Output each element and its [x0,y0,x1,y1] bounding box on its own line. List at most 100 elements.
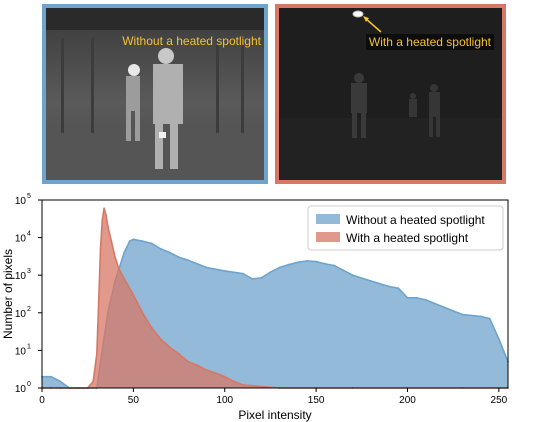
data-point [479,315,482,318]
data-point [141,240,144,243]
caption-without-spotlight: Without a heated spotlight [122,34,261,48]
data-point [424,299,427,301]
data-point [123,251,126,254]
x-tick-label: 100 [216,395,233,406]
heated-spotlight [352,10,364,18]
data-point [178,353,181,355]
data-point [105,214,107,216]
data-point [306,260,308,262]
y-tick-exponent: 2 [27,306,31,313]
data-point [242,384,244,386]
data-point [150,242,153,245]
data-point [233,380,235,383]
data-point [187,259,190,262]
data-point [260,277,263,279]
data-point [488,317,491,320]
data-point [169,251,171,254]
plot-frame [41,199,509,389]
data-point [169,346,171,349]
spotlight-arrow [364,17,382,33]
person-dark-1 [351,73,367,138]
series-line-2 [42,208,508,389]
y-tick-label: 10 [15,234,27,245]
data-point [178,256,181,259]
data-point [296,261,299,264]
legend-label-2: With a heated spotlight [346,231,469,245]
data-point [110,240,113,243]
data-point [242,272,244,275]
data-point [214,372,217,374]
data-point [351,274,354,277]
person-large [153,48,183,169]
data-point [95,353,98,355]
thermal-image-without-spotlight: Without a heated spotlight [42,4,268,184]
data-point [498,338,500,340]
data-point [223,270,226,272]
y-tick-exponent: 5 [27,193,31,200]
legend-label-1: Without a heated spotlight [346,213,485,227]
data-point [92,380,95,383]
data-point [99,248,102,250]
y-tick-exponent: 4 [27,231,31,238]
data-point [269,271,272,274]
data-point [50,375,52,378]
data-point [132,294,135,296]
y-tick-label: 10 [15,271,27,282]
data-point [397,287,400,290]
x-tick-label: 150 [308,395,325,406]
data-point [103,207,105,210]
data-point [141,311,144,314]
data-point [223,375,226,378]
data-point [59,380,62,383]
data-point [117,267,120,270]
data-point [114,256,116,259]
data-point [97,300,100,303]
data-point [415,296,418,299]
y-tick-exponent: 0 [27,381,31,388]
data-point [101,218,104,221]
data-point [128,240,131,243]
legend-box [307,205,504,251]
y-tick-exponent: 1 [27,343,31,350]
data-point [251,277,254,280]
data-point [132,238,135,241]
thermal-image-with-spotlight: With a heated spotlight [275,4,506,184]
x-tick-label: 0 [39,395,45,406]
data-point [370,280,372,282]
y-tick-exponent: 3 [27,268,31,275]
data-point [388,285,391,288]
thermal-scene-left [46,8,264,180]
caption-with-spotlight: With a heated spotlight [365,34,494,50]
data-point [315,260,317,263]
data-point [150,326,153,329]
legend-swatch-1 [316,214,340,224]
data-point [461,313,464,316]
data-point [278,266,281,269]
person-dark-2 [429,84,440,137]
data-point [106,225,109,228]
data-point [324,263,327,265]
data-point [159,338,162,340]
legend-swatch-2 [316,232,340,242]
x-tick-label: 50 [128,395,140,406]
data-point [159,248,162,250]
data-point [443,306,445,309]
data-point [205,369,208,371]
thermal-scene-right [279,8,502,180]
x-tick-label: 250 [491,395,508,406]
y-tick-label: 10 [15,196,27,207]
y-axis-label: Number of pixels [1,249,15,339]
y-tick-label: 10 [15,346,27,357]
data-point [187,360,190,363]
data-point [196,364,199,367]
data-point [205,266,208,269]
data-point [287,263,290,266]
y-tick-label: 10 [15,309,27,320]
y-tick-label: 10 [15,384,27,395]
x-axis-label: Pixel intensity [238,408,311,422]
person-small [126,64,140,141]
x-tick-label: 200 [399,395,416,406]
series-area-2 [42,208,508,388]
data-point [333,264,336,267]
